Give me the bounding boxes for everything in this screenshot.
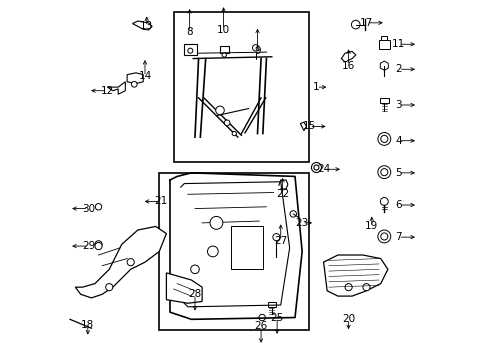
- Circle shape: [224, 120, 230, 126]
- Text: 23: 23: [295, 218, 309, 228]
- Text: 9: 9: [254, 46, 261, 57]
- Text: 7: 7: [395, 232, 402, 242]
- Circle shape: [207, 246, 218, 257]
- Circle shape: [378, 166, 391, 179]
- Circle shape: [106, 284, 113, 291]
- Bar: [380, 98, 389, 103]
- Circle shape: [95, 243, 102, 249]
- Circle shape: [191, 265, 199, 274]
- Text: 22: 22: [276, 189, 289, 199]
- Bar: [220, 46, 229, 53]
- Circle shape: [131, 81, 137, 87]
- Circle shape: [345, 284, 352, 291]
- Bar: [268, 302, 276, 307]
- Text: 18: 18: [81, 320, 95, 330]
- Text: 8: 8: [186, 27, 193, 37]
- Bar: [184, 44, 197, 55]
- Text: 19: 19: [365, 221, 378, 231]
- Text: 5: 5: [395, 168, 402, 178]
- Bar: [159, 173, 309, 330]
- Circle shape: [314, 165, 319, 170]
- Circle shape: [378, 132, 391, 145]
- Circle shape: [312, 162, 321, 172]
- Circle shape: [232, 131, 237, 136]
- Circle shape: [290, 211, 296, 217]
- Polygon shape: [167, 273, 202, 303]
- Text: 11: 11: [392, 39, 405, 49]
- Text: 27: 27: [274, 236, 287, 246]
- Text: 12: 12: [101, 86, 114, 96]
- Polygon shape: [107, 82, 125, 94]
- Circle shape: [381, 168, 388, 176]
- Text: 6: 6: [395, 200, 402, 210]
- Circle shape: [363, 284, 370, 291]
- Text: 29: 29: [82, 241, 95, 251]
- Polygon shape: [323, 255, 388, 296]
- Circle shape: [210, 216, 223, 229]
- Text: 14: 14: [138, 71, 151, 81]
- Circle shape: [259, 314, 266, 321]
- Text: 28: 28: [188, 289, 201, 299]
- Text: 4: 4: [395, 136, 402, 146]
- Circle shape: [252, 45, 259, 51]
- Text: 25: 25: [270, 312, 284, 323]
- Polygon shape: [75, 226, 167, 298]
- Circle shape: [381, 135, 388, 143]
- Circle shape: [95, 241, 102, 248]
- Text: 26: 26: [254, 321, 268, 332]
- Polygon shape: [132, 21, 152, 30]
- Circle shape: [222, 53, 226, 57]
- Polygon shape: [127, 73, 143, 84]
- Circle shape: [188, 48, 193, 53]
- Text: 3: 3: [395, 100, 402, 110]
- Text: 21: 21: [154, 197, 168, 206]
- Text: 17: 17: [360, 18, 373, 28]
- Text: 2: 2: [395, 64, 402, 74]
- Text: 10: 10: [217, 25, 230, 35]
- Circle shape: [381, 233, 388, 240]
- Polygon shape: [300, 122, 306, 131]
- Circle shape: [351, 20, 360, 29]
- Circle shape: [97, 243, 100, 246]
- Text: 16: 16: [342, 61, 355, 71]
- Circle shape: [273, 234, 280, 241]
- Circle shape: [216, 106, 224, 114]
- Bar: [379, 40, 390, 49]
- Bar: [231, 226, 263, 269]
- Text: 30: 30: [82, 203, 95, 213]
- Circle shape: [380, 198, 388, 205]
- Text: 15: 15: [303, 121, 316, 131]
- Bar: [381, 36, 387, 40]
- Text: 24: 24: [317, 164, 330, 174]
- Text: 13: 13: [140, 21, 153, 31]
- Circle shape: [127, 258, 134, 266]
- Circle shape: [378, 230, 391, 243]
- Text: 1: 1: [313, 82, 320, 92]
- Bar: [173, 12, 309, 162]
- Text: 20: 20: [342, 314, 355, 324]
- Polygon shape: [380, 61, 389, 70]
- Circle shape: [96, 203, 102, 210]
